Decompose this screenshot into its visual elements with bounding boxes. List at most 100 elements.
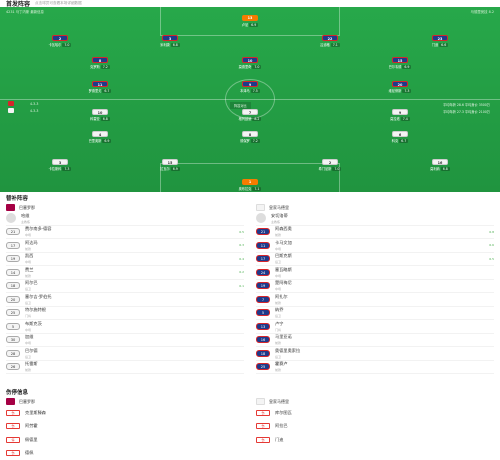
player-jersey-number: 16	[432, 159, 448, 165]
pitch-top-right: 马德里竞技 8.2	[471, 9, 494, 14]
sub-number-badge: 17	[6, 242, 20, 249]
sub-player-position: 前锋	[275, 301, 288, 305]
injury-row[interactable]: 伤阿拉巴	[256, 420, 494, 434]
away-coach-role: 主教练	[271, 220, 288, 224]
player-rating: 7.2	[251, 139, 260, 143]
home-coach-row[interactable]: 哈维 主教练	[6, 212, 244, 226]
injuries-home-team: 巴塞罗那	[6, 397, 244, 406]
player-rating: 6.8	[101, 117, 110, 121]
sub-player-name: 卢宁	[275, 321, 283, 327]
player-rating: 6.9	[402, 65, 411, 69]
away-coach-row[interactable]: 安切洛蒂 主教练	[256, 212, 494, 226]
injury-row[interactable]: 伤库尔图瓦	[256, 406, 494, 420]
injuries-title: 伤停信息	[0, 388, 500, 396]
away-team-logo	[8, 108, 14, 113]
player-jersey-number: 7	[242, 109, 258, 115]
sub-number-badge: 13	[256, 323, 270, 330]
sub-player-rating: 6.1	[239, 284, 244, 288]
sub-player-position: 后卫	[25, 301, 51, 305]
injuries-away-column: 皇家马德里 伤库尔图瓦伤阿拉巴伤门迪	[256, 397, 494, 447]
player-jersey-number: 2	[52, 35, 68, 41]
injury-tag: 伤	[6, 450, 20, 456]
player-name: 门迪	[432, 43, 438, 47]
sub-player-rating: 6.5	[239, 230, 244, 234]
sub-player-position: 中场	[275, 287, 292, 291]
sub-player-rating: 6.3	[239, 243, 244, 247]
player-name: 卡拉斯科	[49, 167, 62, 171]
sub-player-position: 门将	[25, 314, 46, 318]
player-rating: 7.0	[62, 43, 71, 47]
sub-player-rating: 6.4	[239, 257, 244, 261]
sub-player-position: 前锋	[275, 341, 292, 345]
pitch: 4231 马丁内斯 最新信息 马德里竞技 8.2 4-3-3 4-3-3 平均年…	[0, 7, 500, 192]
player-name: 莫德里奇	[239, 65, 252, 69]
injury-row[interactable]: 伤德佩	[6, 447, 244, 460]
player-rating: 6.8	[171, 43, 180, 47]
sub-player-position: 门将	[275, 328, 283, 332]
subs-title: 替补阵容	[0, 194, 500, 202]
sub-number-badge: 24	[256, 269, 270, 276]
sub-number-badge: 19	[6, 255, 20, 262]
sub-player-rating: 6.8	[489, 230, 494, 234]
player-jersey-number: 23	[432, 35, 448, 41]
injury-tag: 伤	[6, 410, 20, 416]
player-name: 莫拉塔	[390, 117, 400, 121]
player-rating: 6.9	[102, 139, 111, 143]
sub-player-rating: 6.6	[489, 243, 494, 247]
player-rating: 7.1	[252, 187, 261, 191]
sub-player-row[interactable]: 13 卢宁门将	[256, 320, 494, 334]
injury-player-name: 阿拉巴	[275, 423, 288, 429]
sub-player-position: 中场	[25, 341, 33, 345]
injury-row[interactable]: 伤阿劳霍	[6, 420, 244, 434]
sub-player-position: 中场	[275, 274, 292, 278]
player-name: 本泽马	[240, 89, 250, 93]
sub-player-name: 霍赛卢	[275, 361, 288, 367]
sub-player-name: 奥德里奥索拉	[275, 348, 300, 354]
compare-button[interactable]: 阵容对比	[230, 102, 251, 109]
injury-row[interactable]: 伤克里斯滕森	[6, 406, 244, 420]
